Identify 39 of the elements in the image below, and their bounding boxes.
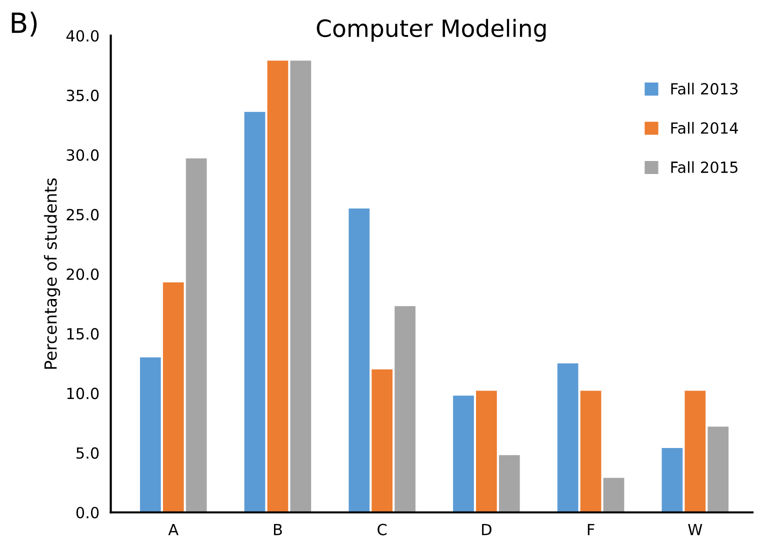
y-axis-title: Percentage of students [44, 178, 60, 369]
y-tick-label: 40.0 [66, 30, 99, 42]
bar [662, 448, 683, 512]
bar [267, 60, 288, 512]
bar [603, 478, 624, 512]
y-tick-label: 30.0 [66, 149, 99, 161]
bar [244, 112, 266, 512]
bar [498, 455, 520, 512]
x-tick-label: W [688, 524, 702, 536]
bar [290, 60, 312, 512]
y-tick-label: 20.0 [66, 268, 99, 280]
x-tick-label: D [482, 524, 492, 536]
bar [684, 390, 706, 512]
bar [394, 306, 416, 512]
bar [140, 357, 161, 512]
x-tick-label: B [274, 524, 282, 536]
bar [162, 282, 184, 512]
legend-label: Fall 2014 [671, 122, 738, 134]
y-tick-label: 0.0 [76, 506, 99, 518]
y-tick-label: 35.0 [66, 90, 99, 102]
bar [476, 390, 497, 512]
bar [186, 158, 207, 512]
bar [708, 426, 729, 512]
legend-label: Fall 2013 [671, 82, 738, 95]
y-tick-label: 15.0 [67, 328, 99, 340]
x-tick-label: C [378, 524, 387, 536]
bar [453, 396, 474, 512]
legend-label: Fall 2015 [671, 161, 738, 174]
x-tick-label: F [588, 524, 594, 536]
bar [348, 208, 370, 512]
x-tick-label: A [168, 524, 178, 536]
chart-title: Computer Modeling [316, 18, 546, 42]
y-tick-label: 10.0 [67, 388, 99, 400]
y-tick-label: 25.0 [66, 208, 99, 220]
bar [372, 369, 393, 512]
bar [580, 390, 602, 512]
text: B) [12, 12, 37, 37]
y-tick-label: 5.0 [76, 447, 99, 459]
bar [557, 363, 578, 512]
